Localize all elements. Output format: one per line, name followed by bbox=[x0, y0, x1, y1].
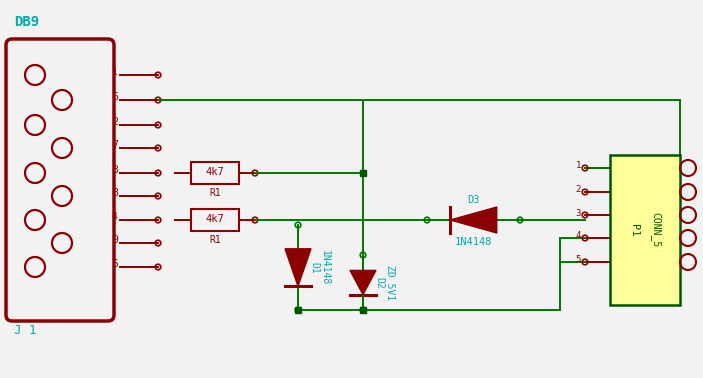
Text: DB9: DB9 bbox=[14, 15, 39, 29]
Text: 7: 7 bbox=[112, 140, 118, 150]
Bar bbox=[295, 307, 301, 313]
Text: 4k7: 4k7 bbox=[205, 214, 224, 224]
Bar bbox=[610, 155, 680, 305]
Bar bbox=[191, 209, 239, 231]
Text: 1: 1 bbox=[576, 161, 581, 170]
Text: 4: 4 bbox=[576, 231, 581, 240]
Polygon shape bbox=[350, 270, 376, 294]
Text: P1: P1 bbox=[629, 224, 640, 236]
Polygon shape bbox=[450, 207, 497, 233]
Text: 1N4148: 1N4148 bbox=[455, 237, 492, 247]
Text: 6: 6 bbox=[112, 92, 118, 102]
Text: 4k7: 4k7 bbox=[205, 167, 224, 177]
Text: D1: D1 bbox=[309, 262, 319, 273]
Text: 1N4148: 1N4148 bbox=[320, 250, 330, 285]
Text: D2: D2 bbox=[374, 277, 384, 288]
Text: 4: 4 bbox=[112, 212, 118, 222]
Text: J 1: J 1 bbox=[14, 324, 37, 336]
Bar bbox=[360, 170, 366, 176]
Bar bbox=[191, 162, 239, 184]
Text: 2: 2 bbox=[112, 117, 118, 127]
Text: ZD 5V1: ZD 5V1 bbox=[385, 265, 395, 300]
Text: 5: 5 bbox=[576, 256, 581, 265]
Text: 8: 8 bbox=[112, 188, 118, 198]
Text: D3: D3 bbox=[467, 195, 479, 205]
Text: 2: 2 bbox=[576, 186, 581, 195]
Text: CONN_5: CONN_5 bbox=[650, 212, 661, 248]
FancyBboxPatch shape bbox=[6, 39, 114, 321]
Text: 3: 3 bbox=[576, 209, 581, 217]
Text: R1: R1 bbox=[209, 188, 221, 198]
Text: R1: R1 bbox=[209, 235, 221, 245]
Text: 5: 5 bbox=[112, 259, 118, 269]
Text: 9: 9 bbox=[112, 235, 118, 245]
Bar bbox=[360, 307, 366, 313]
Text: 1: 1 bbox=[112, 67, 118, 77]
Polygon shape bbox=[285, 249, 311, 286]
Text: 3: 3 bbox=[112, 165, 118, 175]
